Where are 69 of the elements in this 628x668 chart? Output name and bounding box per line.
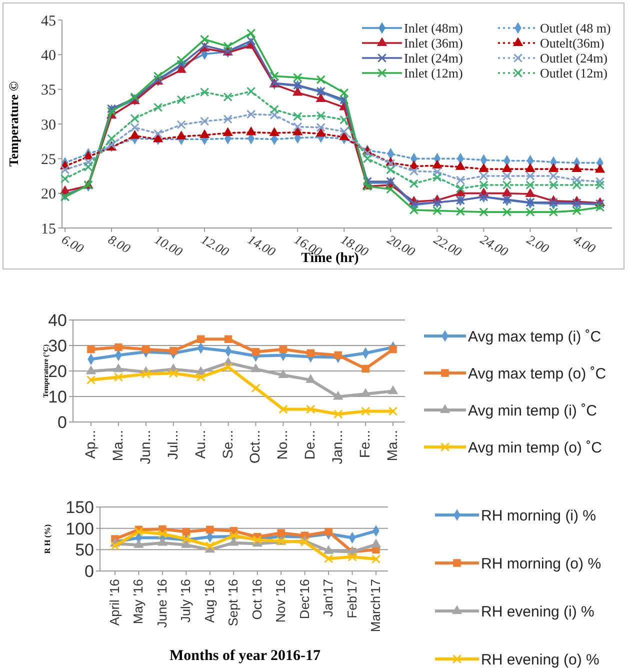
x-tick-label: Jun...: [136, 430, 153, 464]
y-tick-label: 150: [66, 498, 94, 517]
x-tick-label: May '16: [130, 579, 146, 624]
legend-label: Inlet (24m): [404, 50, 463, 66]
y-tick-label: 40: [48, 310, 67, 330]
x-tick-label: No...: [274, 430, 290, 460]
x-tick-label: 2.00: [524, 232, 552, 256]
y-tick-label: 50: [75, 540, 94, 560]
y-tick-label: 10: [48, 387, 67, 406]
x-tick-label: Au...: [192, 430, 208, 459]
legend-label: RH morning (i) %: [481, 507, 596, 524]
legend-label: RH evening (i) %: [481, 603, 594, 620]
y-tick-label: 0: [84, 562, 94, 581]
x-tick-label: Jan'17: [320, 579, 336, 617]
legend-label: Outlet (12m): [540, 66, 608, 81]
x-tick-label: 20.00: [384, 232, 418, 260]
legend-label: RH evening (o) %: [481, 651, 600, 668]
x-tick-label: Aug '16: [202, 579, 217, 623]
x-tick-label: Nov '16: [273, 579, 288, 623]
y-tick-label: 0: [58, 412, 67, 432]
x-tick-label: Se...: [219, 430, 236, 459]
x-tick-label: Jan...: [329, 430, 346, 464]
y-tick-label: 30: [41, 117, 56, 134]
y-axis-title: R H (%): [43, 524, 52, 554]
x-tick-label: Ma...: [384, 430, 400, 462]
x-axis-title: Months of year 2016-17: [170, 648, 321, 664]
y-tick-label: 35: [41, 82, 56, 99]
y-tick-label: 20: [41, 186, 56, 203]
x-tick-label: 24.00: [478, 232, 512, 260]
y-tick-label: 20: [48, 362, 67, 381]
legend-label: Inlet (48m): [404, 20, 463, 36]
x-tick-label: 22.00: [431, 232, 465, 260]
x-tick-label: Ma...: [109, 430, 126, 462]
legend-label: Outlet (48 m): [540, 20, 611, 36]
x-tick-label: 12.00: [198, 232, 232, 260]
x-tick-label: March'17: [368, 579, 383, 632]
y-tick-label: 40: [41, 48, 56, 64]
legend-label: Avg min temp (o) ˚C: [468, 439, 602, 456]
x-tick-label: 10.00: [152, 232, 186, 260]
x-tick-label: Jul...: [164, 430, 180, 460]
legend-label: RH morning (o) %: [481, 555, 602, 572]
y-tick-label: 15: [41, 221, 56, 238]
x-tick-label: Sept '16: [226, 579, 241, 626]
legend-label: Inlet (36m): [404, 36, 463, 51]
x-tick-label: Ap...: [82, 430, 98, 459]
x-tick-label: Fe...: [356, 430, 373, 458]
x-tick-label: Oct...: [246, 430, 263, 464]
x-tick-label: June '16: [154, 579, 170, 628]
x-tick-label: 4.00: [570, 232, 599, 256]
y-tick-label: 100: [66, 519, 94, 538]
legend-label: Outelt(36m): [540, 36, 604, 51]
y-tick-label: 25: [41, 152, 56, 168]
legend-label: Avg min temp (i) ˚C: [468, 402, 598, 420]
y-tick-label: 45: [41, 13, 56, 30]
y-tick-label: 30: [48, 336, 67, 356]
legend-label: Avg max temp (o) ˚C: [468, 365, 606, 382]
x-tick-label: July '16: [178, 579, 194, 623]
x-tick-label: De...: [302, 430, 318, 460]
x-tick-label: Dec'16: [296, 579, 312, 620]
x-tick-label: 14.00: [245, 232, 279, 260]
legend-label: Avg max temp (i) ˚C: [468, 328, 602, 346]
x-tick-label: Oct '16: [249, 579, 264, 620]
x-tick-label: 6.00: [59, 232, 87, 256]
x-tick-label: Feb'17: [344, 579, 360, 618]
legend-label: Outlet (24m): [540, 50, 608, 66]
legend-label: Inlet (12m): [404, 66, 463, 81]
x-tick-label: April '16: [107, 579, 122, 626]
x-tick-label: 8.00: [106, 232, 134, 256]
y-axis-title: Temperature ©: [6, 81, 21, 167]
